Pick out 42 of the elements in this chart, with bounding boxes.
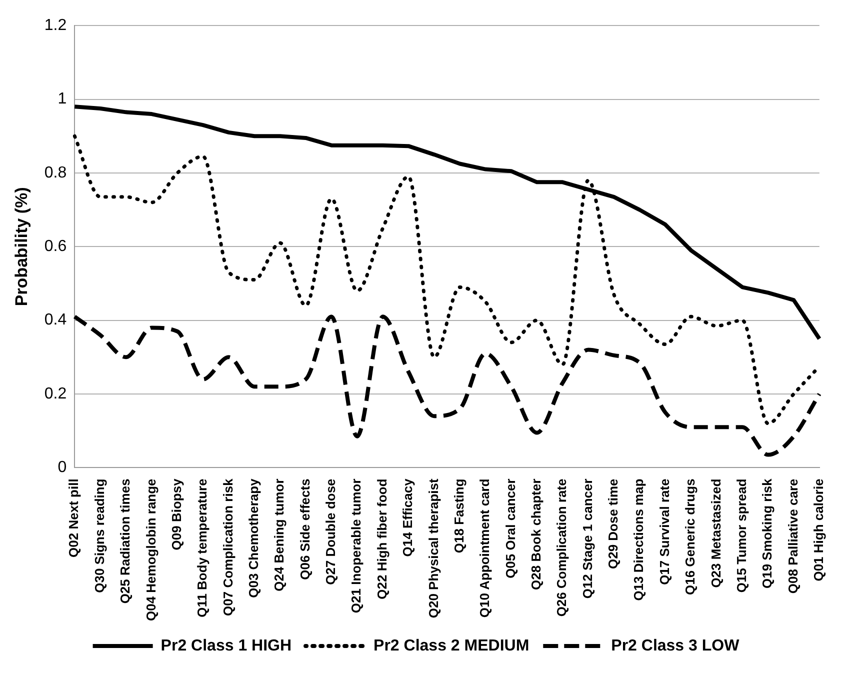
x-tick-label: Q26 Complication rate <box>554 478 570 617</box>
x-tick-label: Q05 Oral cancer <box>502 478 518 578</box>
x-tick-label: Q11 Body temperature <box>194 478 210 618</box>
x-tick-label: Q21 Inoperable tumor <box>348 478 364 614</box>
x-tick-label: Q08 Palliative care <box>785 478 800 594</box>
x-tick-label: Q03 Chemotherapy <box>246 478 261 598</box>
x-tick-label: Q18 Fasting <box>451 478 466 554</box>
x-tick-label: Q02 Next pill <box>66 478 82 558</box>
x-tick-label: Q28 Book chapter <box>528 478 544 590</box>
legend-label: Pr2 Class 1 HIGH <box>160 637 292 654</box>
y-tick-label: 1.2 <box>44 17 67 34</box>
legend-label: Pr2 Class 3 LOW <box>611 637 740 654</box>
x-tick-label: Q25 Radiation times <box>118 478 133 604</box>
x-tick-label: Q20 Physical therapist <box>426 478 441 618</box>
y-tick-label: 0.2 <box>44 385 67 402</box>
x-tick-label: Q06 Side effects <box>297 478 312 580</box>
x-tick-label: Q23 Metastasized <box>708 478 724 588</box>
x-tick-label: Q07 Complication risk <box>220 478 236 616</box>
y-tick-label: 0.4 <box>44 312 67 329</box>
x-tick-label: Q17 Survival rate <box>656 478 672 585</box>
x-tick-label: Q01 High calorie <box>810 478 826 582</box>
line-series <box>72 314 822 457</box>
x-tick-label: Q10 Appointment card <box>477 478 492 618</box>
x-tick-label: Q19 Smoking risk <box>760 478 775 589</box>
x-tick-label: Q27 Double dose <box>323 478 338 585</box>
y-axis-title: Probability (%) <box>12 187 31 306</box>
x-tick-label: Q04 Hemoglobin range <box>143 478 158 622</box>
x-tick-label: Q16 Generic drugs <box>682 478 698 596</box>
x-tick-label: Q12 Stage 1 cancer <box>580 478 595 599</box>
x-tick-label: Q24 Bening tumor <box>272 478 287 592</box>
y-tick-label: 0.8 <box>44 164 67 182</box>
x-tick-label: Q22 High fiber food <box>374 478 390 600</box>
legend-label: Pr2 Class 2 MEDIUM <box>374 637 530 654</box>
x-tick-label: Q15 Tumor spread <box>734 478 749 593</box>
x-tick-label: Q14 Efficacy <box>400 478 416 557</box>
x-tick-label: Q30 Signs reading <box>92 478 107 593</box>
x-tick-label: Q09 Biopsy <box>168 478 184 550</box>
y-tick-label: 1 <box>58 90 67 108</box>
y-tick-label: 0.6 <box>44 238 67 256</box>
x-tick-label: Q13 Directions map <box>631 478 646 601</box>
y-tick-label: 0 <box>58 459 67 476</box>
x-tick-label: Q29 Dose time <box>606 478 621 570</box>
